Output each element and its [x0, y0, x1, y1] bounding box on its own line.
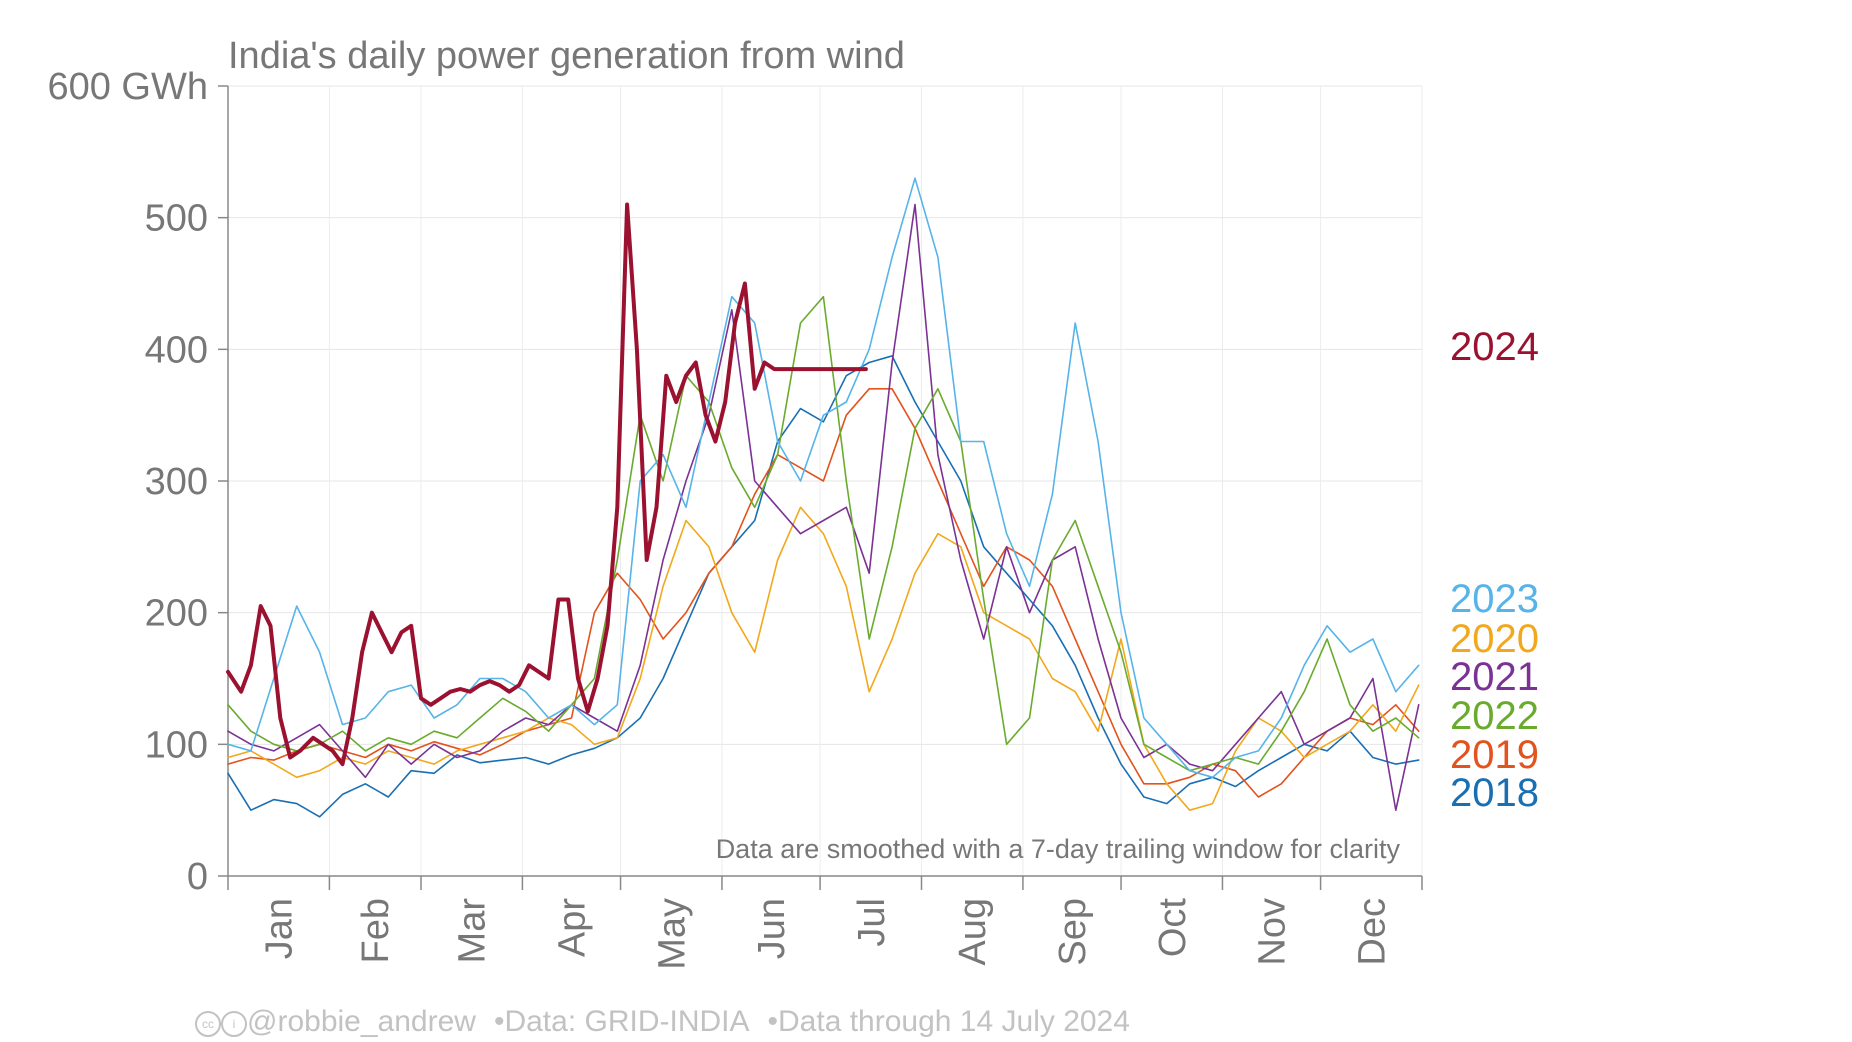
attribution-icon: i — [221, 1011, 247, 1037]
y-tick-label: 0 — [187, 856, 208, 898]
series-line-2018 — [227, 355, 1420, 818]
cc-license-icon: cc — [195, 1011, 221, 1037]
x-tick-label: Jul — [851, 898, 893, 947]
grid — [227, 85, 1423, 877]
x-tick-label: Dec — [1351, 898, 1393, 966]
y-tick-label: 500 — [145, 198, 208, 240]
y-tick-label: 100 — [145, 724, 208, 766]
x-tick-label: May — [651, 898, 693, 970]
series-line-2024 — [226, 202, 868, 767]
legend-label-2020: 2020 — [1450, 617, 1539, 661]
chart-title: India's daily power generation from wind — [228, 35, 905, 77]
x-tick-label: Sep — [1052, 898, 1094, 966]
series-lines — [226, 177, 1420, 818]
legend-label-2018: 2018 — [1450, 771, 1539, 815]
legend-label-2021: 2021 — [1450, 655, 1539, 699]
x-tick-label: Jun — [751, 898, 793, 959]
x-tick-label: Mar — [452, 898, 494, 964]
legend-label-2023: 2023 — [1450, 577, 1539, 621]
series-line-2022 — [227, 295, 1420, 772]
smoothing-annotation: Data are smoothed with a 7-day trailing … — [716, 834, 1401, 864]
legend-label-2022: 2022 — [1450, 694, 1539, 738]
x-tick-label: Jan — [259, 898, 301, 959]
x-tick-label: Feb — [355, 898, 397, 963]
series-line-2023 — [227, 177, 1420, 779]
axes: 0 100 200 300 400 500 600 GWh Jan Feb Mar Apr May Ju… — [47, 66, 1423, 970]
x-tick-label: Nov — [1252, 898, 1294, 966]
footer-through: Data through 14 July 2024 — [778, 1005, 1130, 1038]
footer-handle: @robbie_andrew — [247, 1005, 476, 1038]
footer-source: Data: GRID-INDIA — [504, 1005, 750, 1038]
legend-label-2024: 2024 — [1450, 325, 1539, 369]
series-line-2021 — [227, 203, 1420, 812]
series-line-2020 — [227, 506, 1420, 812]
footer-separator: • — [767, 1005, 779, 1038]
legend-label-2019: 2019 — [1450, 733, 1539, 777]
footer: cc i @robbie_andrew •Data: GRID-INDIA •Data … — [195, 1005, 1130, 1039]
y-tick-label: 200 — [145, 593, 208, 635]
series-line-2019 — [227, 387, 1420, 798]
y-tick-label: 400 — [145, 329, 208, 371]
x-tick-label: Aug — [952, 898, 994, 966]
footer-separator: • — [493, 1005, 505, 1038]
y-tick-label: 600 GWh — [47, 66, 208, 108]
y-tick-label: 300 — [145, 461, 208, 503]
x-tick-label: Apr — [551, 898, 593, 957]
x-tick-label: Oct — [1152, 898, 1194, 958]
